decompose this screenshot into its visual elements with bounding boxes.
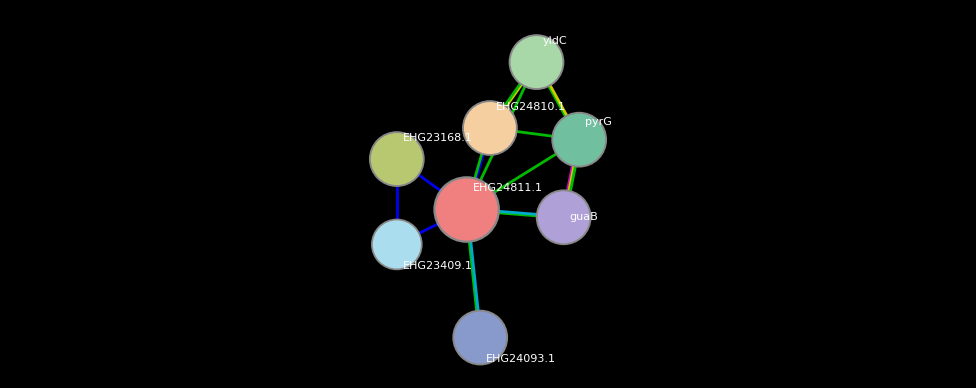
Point — [482, 125, 498, 131]
Point — [571, 137, 587, 143]
Text: EHG23409.1: EHG23409.1 — [403, 261, 472, 271]
Point — [459, 206, 474, 213]
Point — [472, 334, 488, 341]
Text: pyrG: pyrG — [585, 117, 612, 127]
Text: EHG24093.1: EHG24093.1 — [486, 354, 556, 364]
Text: EHG24810.1: EHG24810.1 — [496, 102, 566, 112]
Text: EHG23168.1: EHG23168.1 — [403, 133, 472, 143]
Point — [389, 156, 405, 162]
Point — [389, 241, 405, 248]
Point — [556, 214, 572, 220]
Point — [389, 156, 405, 162]
Point — [529, 59, 545, 65]
Text: EHG24811.1: EHG24811.1 — [472, 183, 543, 193]
Point — [571, 137, 587, 143]
Point — [459, 206, 474, 213]
Point — [389, 241, 405, 248]
Point — [472, 334, 488, 341]
Point — [482, 125, 498, 131]
Point — [529, 59, 545, 65]
Point — [556, 214, 572, 220]
Text: guaB: guaB — [569, 212, 598, 222]
Text: yldC: yldC — [543, 36, 567, 46]
